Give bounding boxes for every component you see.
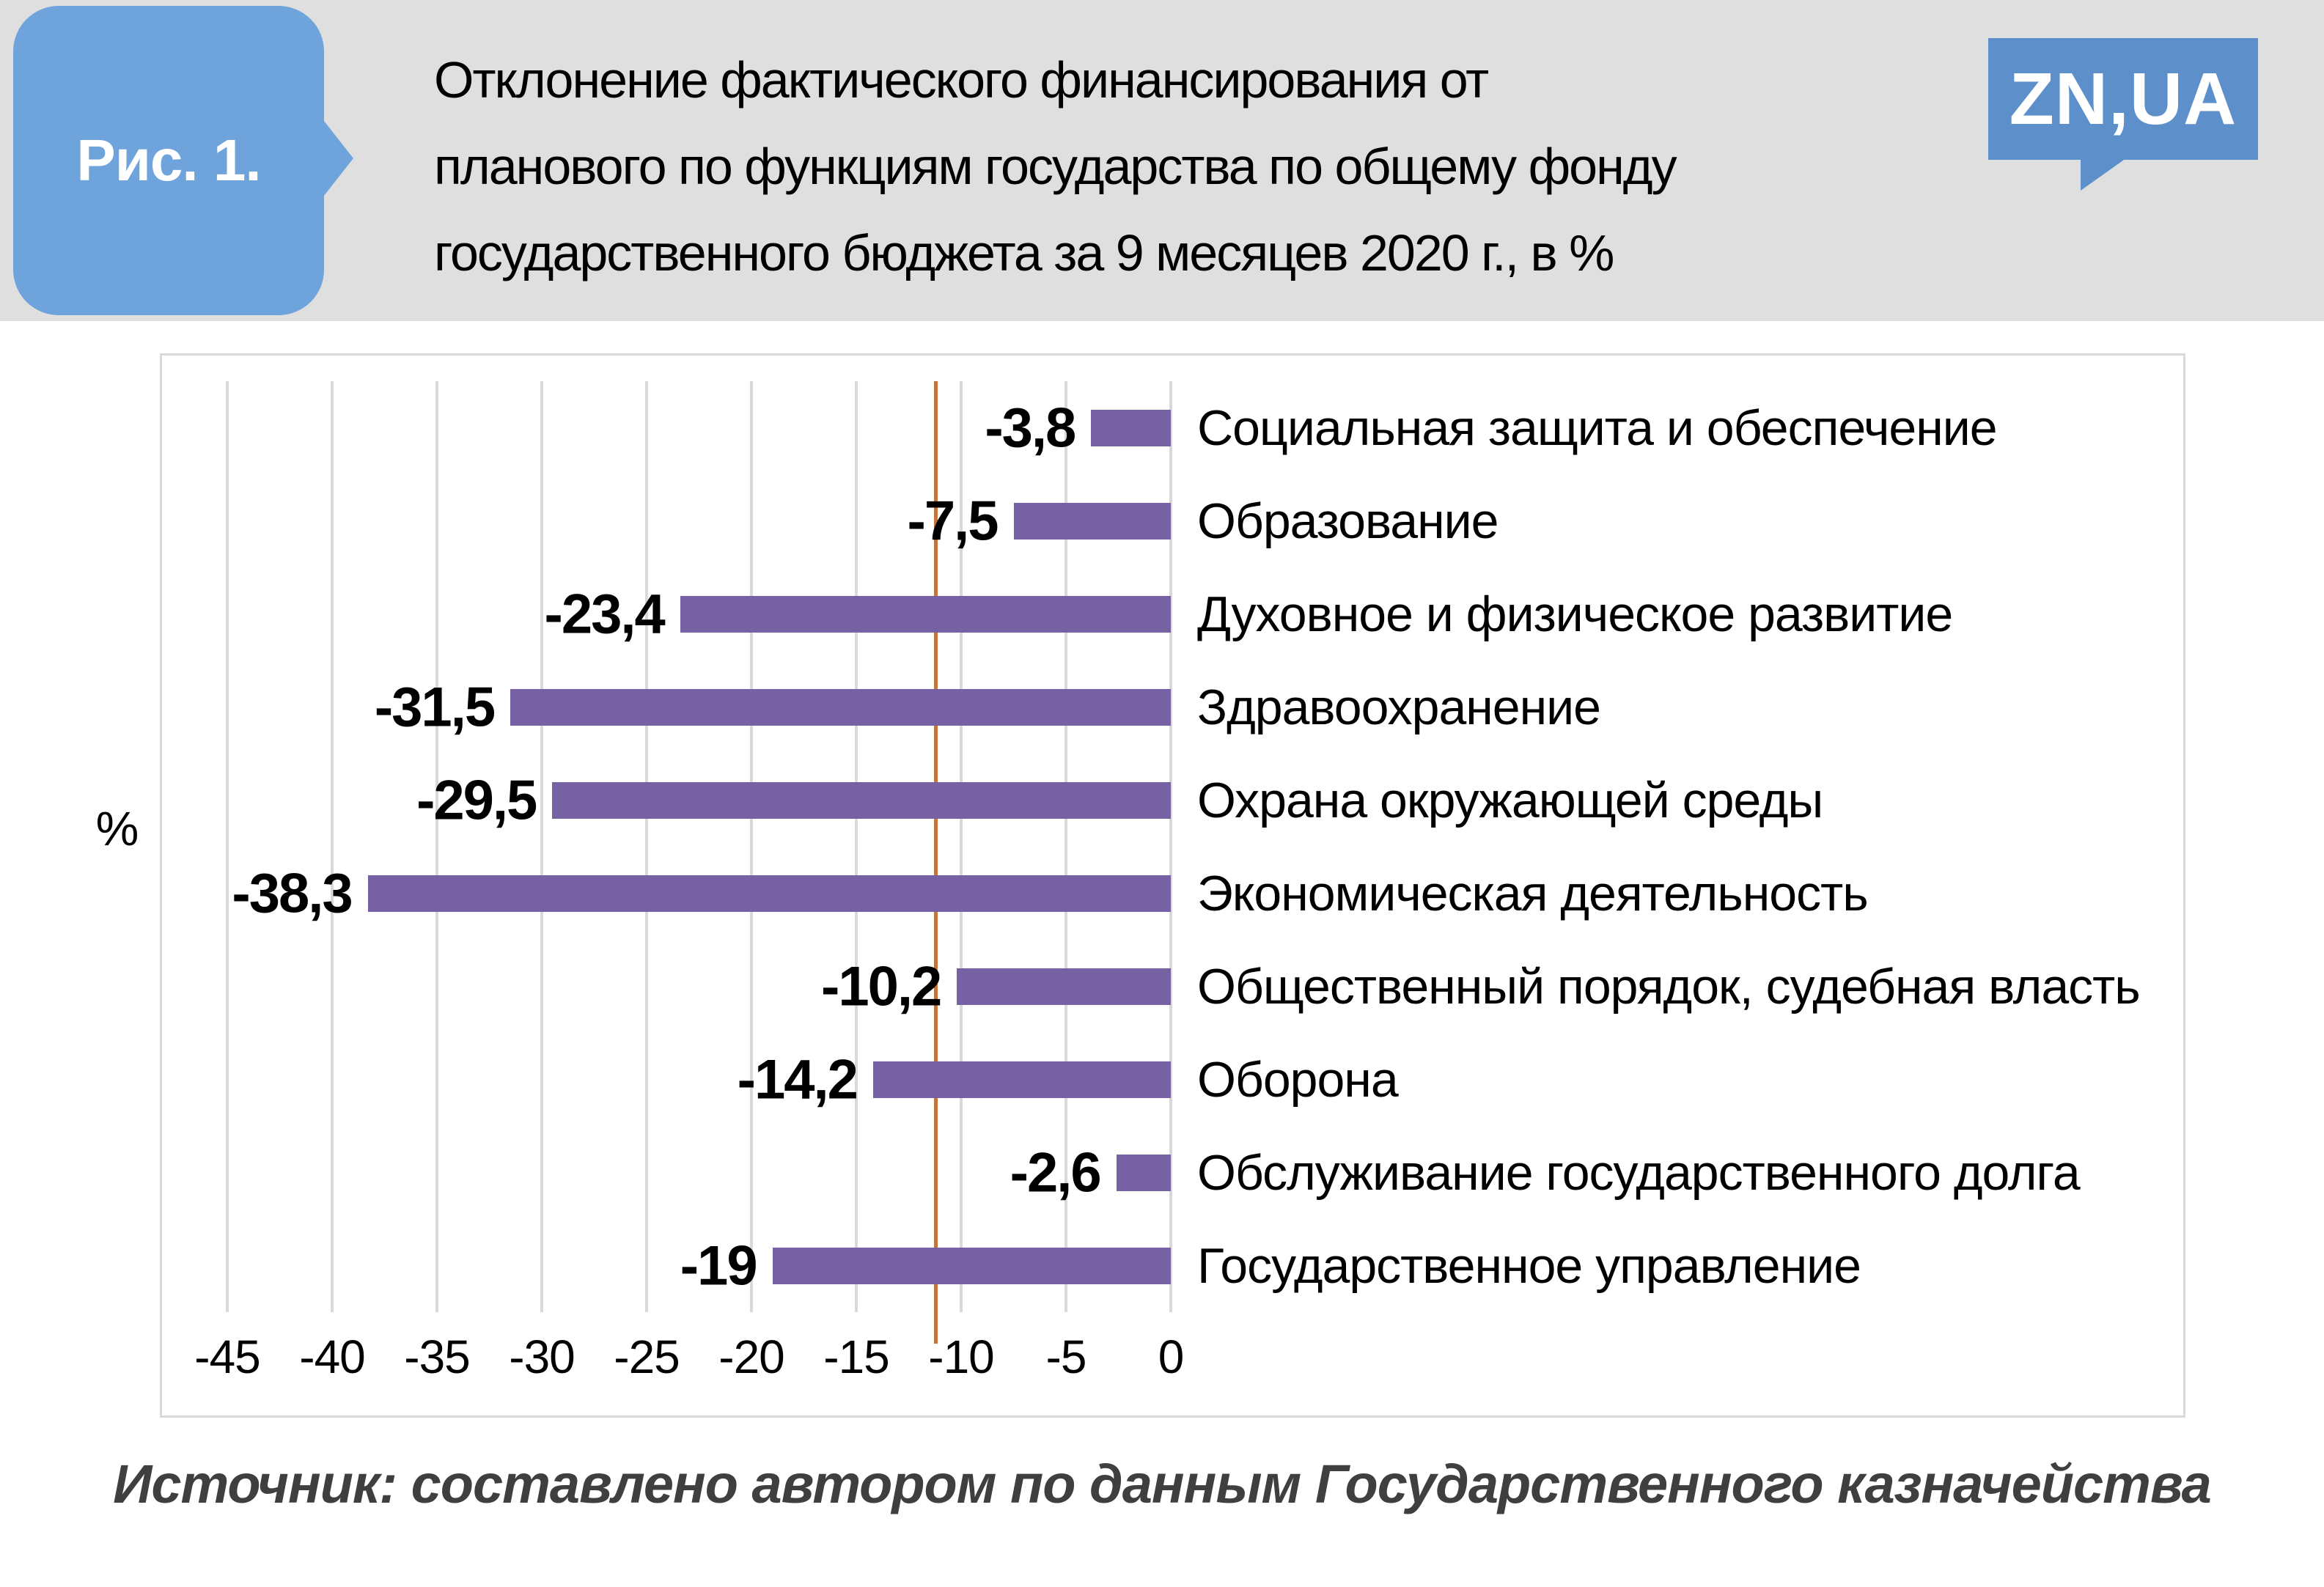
gridline (226, 381, 229, 1312)
gridline (1064, 381, 1067, 1312)
gridline (331, 381, 334, 1312)
bar (872, 1061, 1171, 1098)
bar (680, 595, 1171, 633)
bar (1013, 502, 1171, 540)
x-tick-label: 0 (1158, 1330, 1185, 1383)
zn-ua-logo: ZN,UA (1988, 38, 2258, 160)
x-tick-label: -20 (718, 1330, 784, 1383)
x-tick-label: -15 (823, 1330, 889, 1383)
figure-label: Рис. 1. (76, 128, 261, 193)
bar-value-label: -19 (680, 1234, 758, 1297)
chart-title-line-1: Отклонение фактического финансирования о… (434, 51, 1489, 108)
average-reference-line (934, 381, 938, 1344)
x-tick-label: -25 (614, 1330, 680, 1383)
gridline (855, 381, 858, 1312)
category-label: Образование (1197, 493, 1499, 549)
x-tick-label: -45 (194, 1330, 260, 1383)
bar-value-label: -3,8 (985, 397, 1076, 459)
category-label: Экономическая деятельность (1197, 865, 1869, 921)
gridline (645, 381, 648, 1312)
category-label: Социальная защита и обеспечение (1197, 399, 1998, 456)
x-tick-label: -30 (509, 1330, 575, 1383)
chart-title-line-3: государственного бюджета за 9 месяцев 20… (434, 224, 1614, 281)
bar-value-label: -7,5 (907, 490, 999, 552)
bar-value-label: -29,5 (416, 769, 537, 831)
chart-title: Отклонение фактического финансирования о… (434, 37, 2003, 296)
bar (1116, 1154, 1171, 1191)
source-note: Источник: составлено автором по данным Г… (113, 1454, 2212, 1514)
bar-value-label: -2,6 (1010, 1141, 1102, 1204)
zn-ua-logo-tail-icon (2081, 158, 2126, 191)
bar (367, 874, 1171, 912)
bar-value-label: -14,2 (737, 1048, 858, 1111)
gridline (1169, 381, 1172, 1312)
bar (772, 1247, 1171, 1284)
figure-badge (13, 6, 324, 315)
x-tick-label: -10 (928, 1330, 994, 1383)
gridline (960, 381, 963, 1312)
category-label: Государственное управление (1197, 1237, 1861, 1294)
bar-value-label: -10,2 (821, 955, 942, 1017)
bar-value-label: -38,3 (232, 862, 353, 924)
figure-badge-arrow (321, 117, 353, 199)
category-label: Обслуживание государственного долга (1197, 1144, 2081, 1201)
chart-title-line-2: планового по функциям государства по общ… (434, 138, 1677, 195)
gridline (750, 381, 753, 1312)
axis-unit-label: % (95, 801, 139, 855)
x-tick-label: -5 (1045, 1330, 1087, 1383)
gridline (540, 381, 543, 1312)
bar (552, 781, 1171, 819)
category-label: Охрана окружающей среды (1197, 772, 1823, 828)
category-label: Общественный порядок, судебная власть (1197, 958, 2141, 1015)
category-label: Здравоохранение (1197, 679, 1601, 735)
x-tick-label: -40 (299, 1330, 365, 1383)
category-label: Духовное и физическое развитие (1197, 586, 1953, 642)
gridline (435, 381, 438, 1312)
header-band (0, 0, 2324, 321)
zn-ua-logo-text: ZN,UA (2009, 57, 2237, 140)
bar-value-label: -31,5 (374, 676, 496, 738)
bar-value-label: -23,4 (544, 583, 666, 645)
category-label: Оборона (1197, 1051, 1399, 1108)
bar (957, 968, 1171, 1005)
bar (510, 688, 1171, 726)
bar (1091, 409, 1171, 446)
x-tick-label: -35 (404, 1330, 470, 1383)
